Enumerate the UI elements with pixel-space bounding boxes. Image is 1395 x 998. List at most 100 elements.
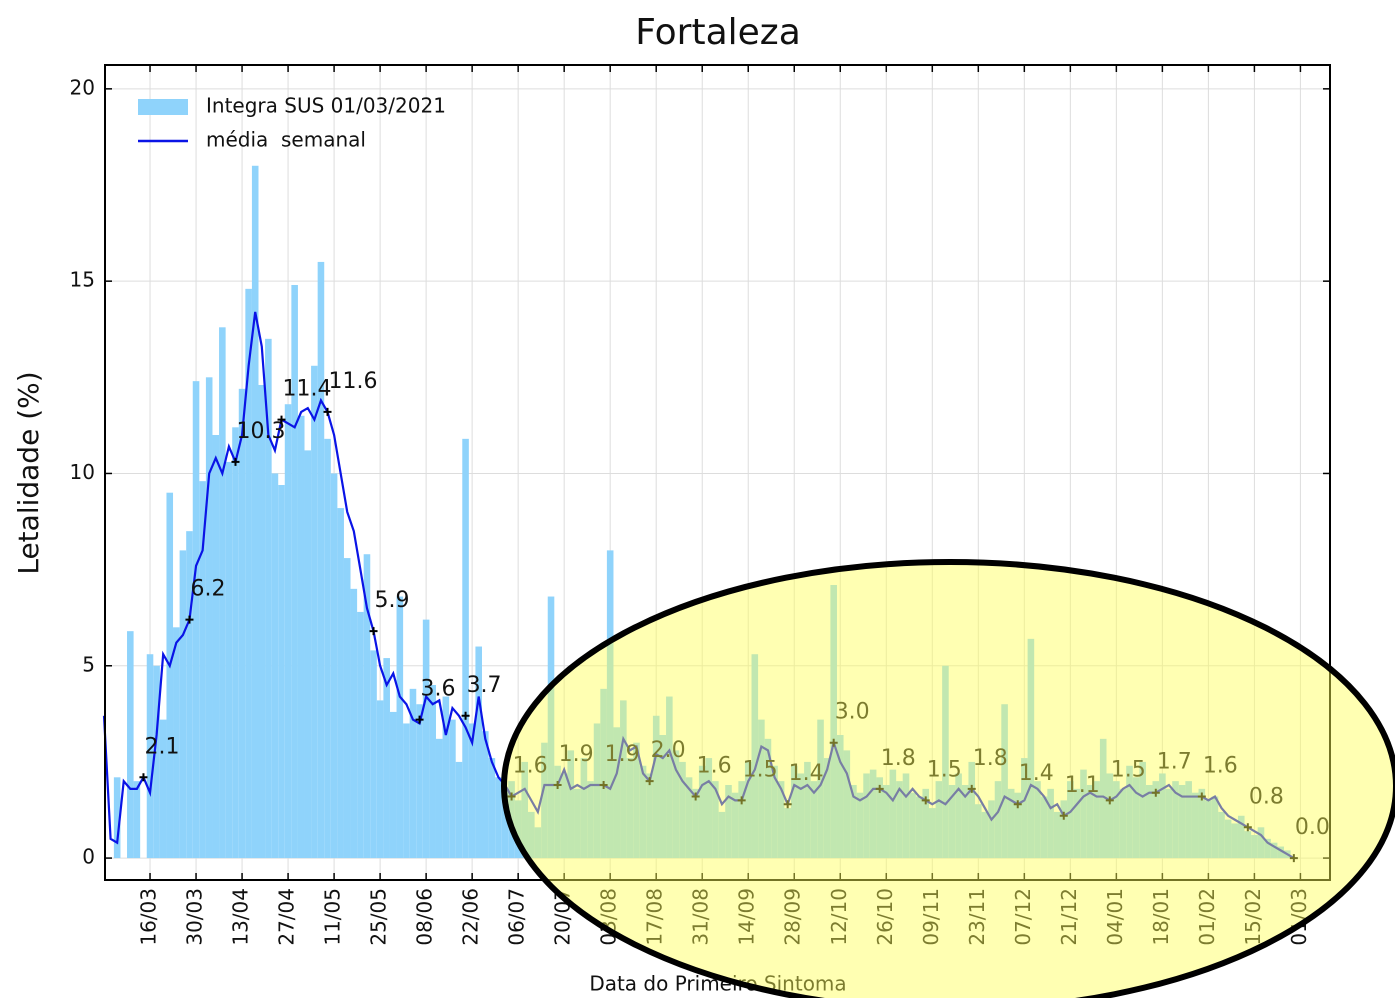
annotation-marker xyxy=(691,792,700,801)
bar xyxy=(1205,800,1212,859)
x-tick-label: 21/12 xyxy=(1057,888,1081,946)
bar xyxy=(396,596,404,859)
x-tick-label: 31/08 xyxy=(689,888,713,946)
bar xyxy=(271,473,279,859)
bar xyxy=(311,365,318,859)
x-tick-label: 23/11 xyxy=(965,888,989,946)
bar xyxy=(1034,781,1041,859)
bar xyxy=(297,415,305,859)
bar xyxy=(245,288,252,859)
bar xyxy=(718,811,726,859)
bar xyxy=(593,723,601,859)
bar xyxy=(403,723,410,859)
bar xyxy=(1251,835,1258,859)
bar xyxy=(304,450,312,859)
annotation-marker xyxy=(507,792,516,801)
bar xyxy=(265,338,272,859)
bar xyxy=(639,765,647,859)
x-tick-label: 04/01 xyxy=(1103,888,1127,946)
bar xyxy=(1060,800,1068,859)
annotation-marker xyxy=(553,781,562,789)
bar xyxy=(1086,785,1094,859)
bar xyxy=(889,769,897,859)
bar xyxy=(488,758,496,859)
bar xyxy=(863,773,870,859)
bar xyxy=(1001,704,1008,859)
bar xyxy=(758,719,765,859)
bar xyxy=(915,796,923,859)
bar xyxy=(666,696,673,859)
bar xyxy=(560,773,568,859)
bar xyxy=(968,761,976,859)
bar xyxy=(462,438,469,859)
annotation-label: 3.6 xyxy=(421,677,456,702)
bar xyxy=(1244,831,1252,859)
bar xyxy=(1132,777,1140,859)
annotation-label: 10.3 xyxy=(236,419,285,444)
bar xyxy=(1093,781,1100,859)
bar xyxy=(613,727,621,859)
annotation-label: 1.4 xyxy=(1019,761,1054,786)
bar xyxy=(258,385,266,859)
bar xyxy=(146,654,154,859)
bar xyxy=(291,285,298,859)
bar xyxy=(547,596,555,859)
annotation-label: 1.5 xyxy=(743,757,778,782)
bar xyxy=(1178,785,1186,859)
bar xyxy=(633,742,640,859)
x-tick-label: 07/12 xyxy=(1011,888,1035,946)
bar xyxy=(363,554,371,859)
bar xyxy=(179,550,187,859)
y-axis-label: Letalidade (%) xyxy=(12,371,45,574)
x-tick-label: 12/10 xyxy=(827,888,851,946)
bar xyxy=(843,750,851,859)
bar xyxy=(521,761,529,859)
bar xyxy=(725,785,732,859)
bar xyxy=(1073,788,1081,859)
x-tick-label: 14/09 xyxy=(735,888,759,946)
bar xyxy=(817,719,824,859)
annotation-marker xyxy=(737,796,746,805)
bar xyxy=(199,481,206,859)
bar xyxy=(541,742,548,859)
bar xyxy=(1014,792,1022,859)
bar xyxy=(679,761,686,859)
annotation-marker xyxy=(1151,788,1160,797)
y-tick-label: 10 xyxy=(70,460,95,484)
annotation-label: 11.4 xyxy=(283,377,332,402)
bar xyxy=(646,773,653,859)
bar xyxy=(1198,788,1206,859)
bar xyxy=(1191,792,1199,859)
bar xyxy=(988,800,995,859)
x-tick-label: 08/06 xyxy=(413,888,437,946)
highlight-ellipse xyxy=(501,559,1395,998)
annotation-marker xyxy=(783,800,792,809)
annotation-marker xyxy=(185,615,194,624)
annotation-marker xyxy=(415,715,424,724)
annotation-marker xyxy=(1289,854,1298,863)
bar xyxy=(278,485,285,859)
bar xyxy=(961,785,969,859)
bar xyxy=(882,785,890,859)
y-tick-label: 20 xyxy=(70,75,95,99)
annotation-marker xyxy=(323,407,332,416)
bar xyxy=(1270,842,1278,859)
annotation-marker xyxy=(829,738,838,747)
bar xyxy=(1211,796,1219,859)
bar xyxy=(383,658,390,859)
bar xyxy=(1257,827,1265,859)
bar xyxy=(1139,761,1146,859)
bar xyxy=(876,777,883,859)
annotation-label: 2.1 xyxy=(144,734,179,759)
legend-label: Integra SUS 01/03/2021 xyxy=(206,94,446,118)
bar xyxy=(777,781,785,859)
bar xyxy=(856,792,864,859)
bar xyxy=(692,788,699,859)
bar xyxy=(896,781,903,859)
bar xyxy=(804,761,811,859)
bar xyxy=(113,777,121,859)
bar xyxy=(955,773,962,859)
annotation-label: 6.2 xyxy=(190,577,225,602)
bar xyxy=(1264,838,1271,859)
bar xyxy=(205,377,213,859)
